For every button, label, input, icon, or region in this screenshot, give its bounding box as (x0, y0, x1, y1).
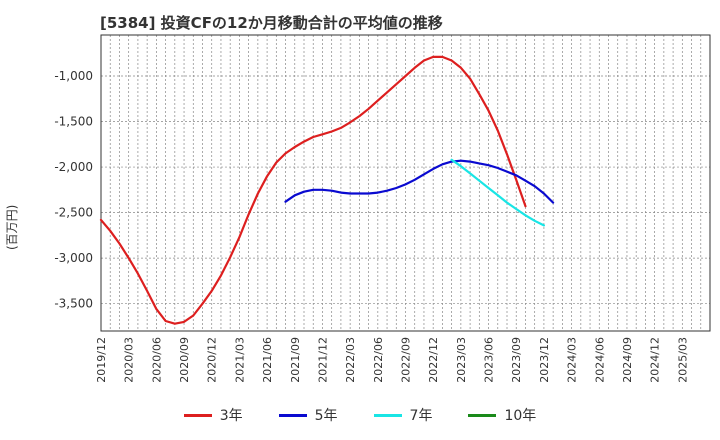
x-tick-label: 2023/03 (455, 337, 468, 383)
x-tick-label: 2020/12 (206, 337, 219, 383)
x-tick-label: 2024/06 (593, 337, 606, 383)
y-tick-label: -2,000 (54, 160, 93, 174)
x-tick-label: 2024/09 (621, 337, 634, 383)
y-tick-label: -1,500 (54, 115, 93, 129)
legend: 3年 5年 7年 10年 (0, 405, 720, 425)
series-line-7年 (450, 158, 546, 227)
x-tick-label: 2020/09 (178, 337, 191, 383)
y-tick-label: -3,500 (54, 297, 93, 311)
series-line-3年 (99, 55, 527, 325)
y-tick-label: -3,000 (54, 251, 93, 265)
legend-label: 3年 (219, 408, 243, 424)
legend-label: 7年 (409, 408, 433, 424)
x-tick-label: 2021/12 (316, 337, 329, 383)
x-tick-label: 2023/09 (510, 337, 523, 383)
x-tick-label: 2024/03 (566, 337, 579, 383)
legend-label: 10年 (504, 408, 537, 424)
legend-item: 5年 (278, 405, 338, 425)
legend-swatch (373, 413, 402, 417)
x-tick-label: 2020/03 (123, 337, 136, 383)
legend-item: 3年 (183, 405, 243, 425)
x-tick-label: 2021/06 (261, 337, 274, 383)
legend-swatch (278, 413, 307, 417)
legend-swatch (468, 413, 497, 417)
x-tick-label: 2022/06 (372, 337, 385, 383)
x-tick-label: 2022/09 (400, 337, 413, 383)
x-tick-label: 2023/06 (483, 337, 496, 383)
plot-frame (100, 34, 711, 332)
legend-item: 10年 (468, 405, 536, 425)
x-tick-label: 2022/12 (427, 337, 440, 383)
x-tick-label: 2024/12 (649, 337, 662, 383)
series-line-5年 (284, 159, 555, 204)
x-tick-label: 2021/03 (233, 337, 246, 383)
x-tick-label: 2019/12 (95, 337, 108, 383)
legend-label: 5年 (314, 408, 338, 424)
chart-title: [5384] 投資CFの12か月移動合計の平均値の推移 (100, 14, 443, 32)
x-tick-label: 2021/09 (289, 337, 302, 383)
legend-swatch (183, 413, 212, 417)
x-tick-label: 2025/03 (676, 337, 689, 383)
legend-item: 7年 (373, 405, 433, 425)
y-tick-label: -2,500 (54, 206, 93, 220)
x-tick-label: 2023/12 (538, 337, 551, 383)
x-tick-label: 2020/06 (150, 337, 163, 383)
y-tick-label: -1,000 (54, 69, 93, 83)
x-tick-label: 2022/03 (344, 337, 357, 383)
